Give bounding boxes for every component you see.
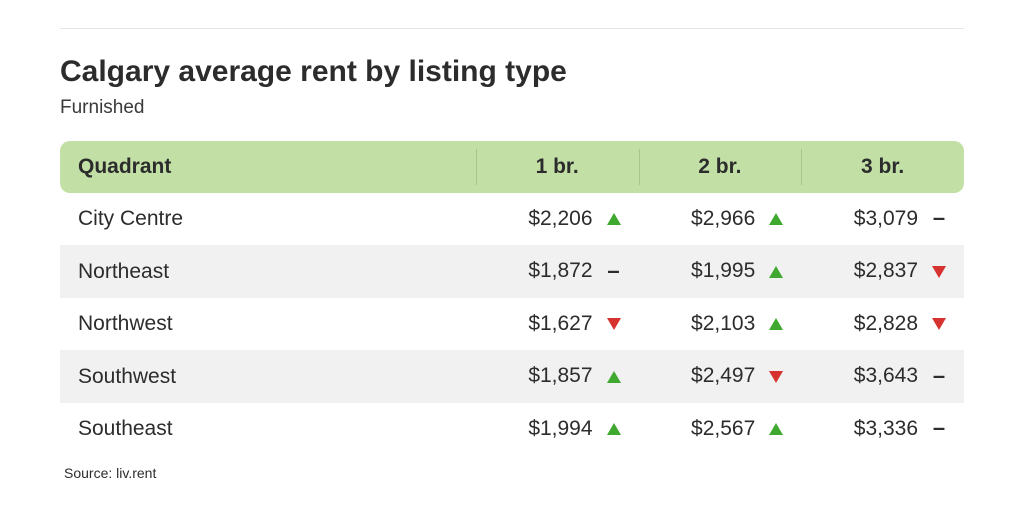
price-value: $1,857 [521,364,593,388]
price-value: $1,995 [683,259,755,283]
page-subtitle: Furnished [60,97,964,119]
price-cell: $2,837 [801,245,964,297]
table-row: Southwest $1,857 $2,497 $3,643– [60,350,964,402]
price-cell: $2,497 [639,350,802,402]
page-title: Calgary average rent by listing type [60,55,964,89]
quadrant-cell: City Centre [60,193,476,245]
trend-flat-icon: – [924,417,954,441]
table-row: Southeast $1,994 $2,567 $3,336– [60,403,964,455]
trend-up-icon [761,417,791,441]
price-cell: $2,103 [639,298,802,350]
price-cell: $1,857 [476,350,639,402]
price-cell: $2,828 [801,298,964,350]
trend-down-icon [761,365,791,389]
price-cell: $1,872– [476,245,639,297]
col-1br: 1 br. [476,141,639,193]
source-label: Source: liv.rent [60,465,964,481]
rent-table: Quadrant 1 br. 2 br. 3 br. City Centre $2… [60,141,964,455]
price-value: $2,567 [683,417,755,441]
card: Calgary average rent by listing type Fur… [0,0,1024,481]
trend-flat-icon: – [599,260,629,284]
price-value: $3,336 [846,417,918,441]
price-value: $2,966 [683,207,755,231]
price-value: $2,837 [846,259,918,283]
trend-up-icon [599,207,629,231]
price-value: $2,497 [683,364,755,388]
trend-up-icon [761,312,791,336]
price-value: $2,103 [683,312,755,336]
price-cell: $1,994 [476,403,639,455]
quadrant-cell: Southwest [60,350,476,402]
col-2br: 2 br. [639,141,802,193]
trend-up-icon [599,365,629,389]
trend-flat-icon: – [924,365,954,389]
quadrant-cell: Northeast [60,245,476,297]
quadrant-cell: Northwest [60,298,476,350]
price-cell: $2,206 [476,193,639,245]
price-value: $1,627 [521,312,593,336]
price-cell: $2,966 [639,193,802,245]
price-value: $2,828 [846,312,918,336]
trend-up-icon [599,417,629,441]
price-value: $2,206 [521,207,593,231]
table-row: Northeast$1,872–$1,995$2,837 [60,245,964,297]
price-value: $1,872 [521,259,593,283]
top-rule [60,28,964,29]
price-cell: $2,567 [639,403,802,455]
trend-up-icon [761,207,791,231]
table-header-row: Quadrant 1 br. 2 br. 3 br. [60,141,964,193]
price-cell: $1,627 [476,298,639,350]
price-cell: $1,995 [639,245,802,297]
trend-flat-icon: – [924,207,954,231]
price-cell: $3,079– [801,193,964,245]
price-cell: $3,643– [801,350,964,402]
trend-down-icon [599,312,629,336]
trend-down-icon [924,260,954,284]
trend-up-icon [761,260,791,284]
table-row: City Centre $2,206 $2,966 $3,079– [60,193,964,245]
col-3br: 3 br. [801,141,964,193]
trend-down-icon [924,312,954,336]
quadrant-cell: Southeast [60,403,476,455]
price-value: $1,994 [521,417,593,441]
table-row: Northwest $1,627 $2,103 $2,828 [60,298,964,350]
price-value: $3,643 [846,364,918,388]
price-cell: $3,336– [801,403,964,455]
col-quadrant: Quadrant [60,141,476,193]
price-value: $3,079 [846,207,918,231]
